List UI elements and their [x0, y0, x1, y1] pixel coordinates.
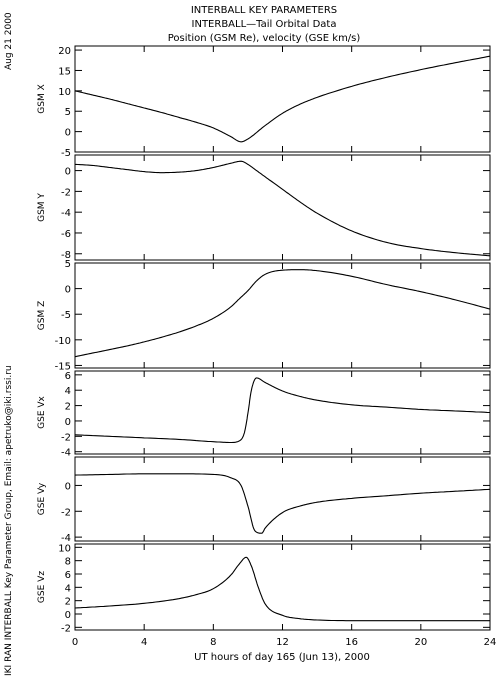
panel-frame [74, 262, 491, 369]
y-tick-label: 15 [58, 66, 71, 77]
y-tick-label: -2 [61, 507, 71, 518]
y-tick-label: 10 [58, 543, 71, 554]
series-line [74, 269, 491, 358]
series-line [74, 377, 491, 444]
panel-3: -15 -10 -5 0 5 GSM Z [37, 259, 491, 372]
y-tick-label: 6 [65, 570, 71, 581]
panel-frame [74, 370, 491, 455]
series-line [74, 473, 491, 534]
panel-1: -5 0 5 10 15 20 GSM X [37, 45, 491, 159]
y-tick-label: 5 [65, 107, 71, 118]
y-tick-label: 0 [65, 167, 71, 178]
series-line [75, 160, 491, 257]
panel-5: -4 -2 0 GSE Vy [37, 456, 491, 544]
y-axis-title: GSE Vz [37, 571, 47, 603]
y-tick-label: 0 [65, 610, 71, 621]
y-axis-title: GSE Vx [37, 395, 47, 428]
y-tick-label: 6 [65, 371, 71, 382]
y-tick-label: -5 [61, 148, 71, 159]
x-axis-title: UT hours of day 165 (Jun 13), 2000 [194, 652, 370, 663]
y-tick-label: 10 [58, 87, 71, 98]
y-tick-label: -2 [61, 623, 71, 634]
panel-frame [74, 456, 491, 542]
y-tick-label: 4 [65, 583, 71, 594]
y-axis-title: GSM Z [37, 301, 47, 330]
y-tick-label: -2 [61, 432, 71, 443]
y-tick-label: 8 [65, 557, 71, 568]
y-tick-label: -2 [61, 187, 71, 198]
y-tick-label: 0 [65, 481, 71, 492]
panel-2: -8 -6 -4 -2 0 GSM Y [37, 154, 491, 261]
title-line-3: Position (GSM Re), velocity (GSE km/s) [168, 33, 361, 44]
panel-frame [74, 543, 491, 631]
y-tick-label: 2 [65, 597, 71, 608]
y-axis-title: GSE Vy [37, 482, 47, 515]
panel-6: -2 0 2 4 6 8 10 GSE Vz [37, 543, 491, 634]
side-date: Aug 21 2000 [4, 12, 14, 70]
panel-frame [74, 45, 491, 153]
y-tick-label: -4 [61, 533, 71, 544]
x-axis-labels: 0 4 8 12 16 20 24 [72, 637, 497, 648]
title-line-2: INTERBALL—Tail Orbital Data [192, 19, 337, 30]
x-tick-label: 20 [414, 637, 427, 648]
y-tick-label: -5 [61, 310, 71, 321]
side-credit: IKI RAN INTERBALL Key Parameter Group, E… [4, 365, 14, 676]
y-tick-label: 2 [65, 402, 71, 413]
y-tick-label: 0 [65, 128, 71, 139]
x-tick-label: 24 [484, 637, 497, 648]
y-tick-label: 0 [65, 285, 71, 296]
x-tick-label: 8 [210, 637, 216, 648]
y-tick-label: -8 [61, 250, 71, 261]
series-line [74, 55, 491, 143]
x-tick-label: 12 [276, 637, 289, 648]
y-tick-label: -15 [55, 361, 71, 372]
y-tick-label: 20 [58, 46, 71, 57]
y-axis-title: GSM X [37, 84, 47, 113]
y-tick-label: -4 [61, 448, 71, 459]
y-tick-label: -10 [55, 336, 71, 347]
y-tick-label: -4 [61, 208, 71, 219]
y-tick-label: 4 [65, 386, 71, 397]
y-tick-label: -6 [61, 229, 71, 240]
x-tick-label: 4 [141, 637, 147, 648]
title-line-1: INTERBALL KEY PARAMETERS [191, 5, 337, 16]
x-tick-label: 16 [345, 637, 358, 648]
y-tick-label: 5 [65, 259, 71, 270]
series-line [74, 556, 490, 622]
y-tick-label: 0 [65, 417, 71, 428]
x-tick-label: 0 [72, 637, 78, 648]
panel-4: -4 -2 0 2 4 6 GSE Vx [37, 370, 491, 459]
y-axis-title: GSM Y [37, 193, 47, 222]
